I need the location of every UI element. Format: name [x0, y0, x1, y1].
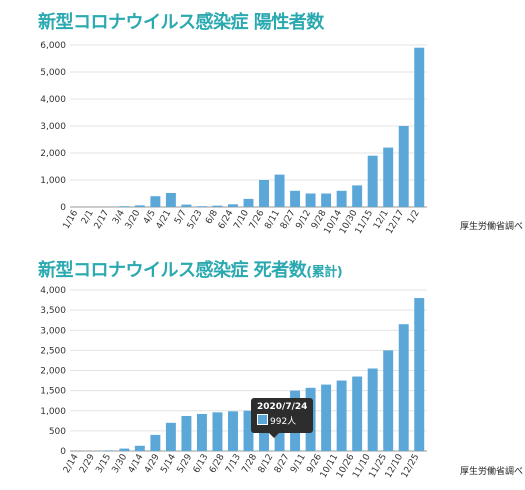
bar: [336, 190, 347, 207]
x-tick-label: 5/29: [176, 452, 195, 475]
bar: [352, 376, 363, 451]
x-tick-label: 2/17: [93, 209, 112, 232]
bar: [150, 196, 161, 207]
bar: [165, 192, 176, 207]
x-tick-label: 4/29: [143, 452, 162, 475]
x-tick-label: 9/12: [294, 209, 313, 232]
bar: [212, 412, 223, 451]
bar: [259, 180, 269, 207]
x-tick-label: 6/13: [192, 453, 211, 476]
bar: [414, 47, 425, 208]
bar: [103, 450, 114, 451]
x-tick-label: 5/23: [186, 209, 205, 232]
x-tick-label: 7/10: [232, 208, 251, 231]
bar: [212, 205, 223, 207]
y-tick-label: 1,000: [40, 407, 66, 417]
y-tick-label: 4,000: [40, 95, 66, 105]
bar: [119, 206, 130, 207]
x-tick-label: 7/26: [248, 208, 267, 231]
x-tick-label: 3/20: [124, 208, 143, 231]
bar: [228, 411, 238, 451]
y-tick-label: 0: [60, 447, 66, 457]
bar: [134, 445, 145, 451]
y-tick-label: 2,000: [40, 367, 66, 377]
bar: [352, 185, 363, 207]
y-tick-label: 2,000: [40, 149, 66, 159]
bar: [321, 384, 332, 451]
y-tick-label: 500: [49, 427, 66, 437]
bar: [134, 205, 145, 207]
bar: [383, 350, 394, 451]
bar: [165, 422, 176, 451]
x-tick-label: 6/24: [217, 208, 236, 231]
x-tick-label: 3/15: [94, 453, 113, 476]
x-tick-label: 5/14: [159, 452, 178, 475]
x-tick-label: 4/14: [127, 452, 146, 475]
x-tick-label: 7/13: [224, 453, 243, 476]
x-tick-label: 7/28: [240, 452, 259, 475]
bar: [181, 204, 192, 207]
bar: [228, 204, 238, 207]
bar: [196, 413, 207, 451]
bar: [367, 368, 378, 451]
bar: [274, 174, 285, 207]
y-tick-label: 0: [60, 203, 66, 213]
y-tick-label: 3,500: [40, 306, 66, 316]
bar: [243, 198, 254, 207]
chart2-source: 厚生労働省調べ: [459, 467, 523, 477]
bar: [305, 193, 316, 207]
y-tick-label: 2,500: [40, 346, 66, 356]
x-tick-label: 1/2: [406, 209, 422, 227]
bar: [119, 448, 130, 451]
x-tick-label: 8/27: [273, 453, 292, 476]
bar: [414, 298, 425, 451]
x-tick-label: 3/30: [111, 452, 130, 475]
chart2-title: 新型コロナウイルス感染症 死者数(累計): [38, 260, 343, 281]
y-tick-label: 3,000: [40, 122, 66, 132]
bar: [321, 193, 332, 207]
tooltip-value: 992人: [270, 417, 297, 427]
x-tick-label: 6/28: [208, 452, 227, 475]
tooltip-swatch: [257, 414, 268, 425]
y-tick-label: 1,000: [40, 176, 66, 186]
x-tick-label: 9/11: [289, 453, 308, 476]
y-tick-label: 4,000: [40, 286, 66, 296]
bar: [150, 434, 161, 451]
x-tick-label: 8/12: [257, 453, 276, 476]
bar: [196, 206, 207, 207]
y-tick-label: 3,000: [40, 326, 66, 336]
chart1-title: 新型コロナウイルス感染症 陽性者数: [38, 12, 324, 33]
y-tick-label: 6,000: [40, 41, 66, 51]
deaths-cumulative-chart: 0 500 1,000 1,500 2,000 2,500 3,000 3,500 4,000 2…: [40, 286, 427, 480]
x-tick-label: 2/29: [78, 452, 97, 475]
tooltip-date: 2020/7/24: [257, 402, 308, 412]
x-tick-label: 8/27: [279, 209, 298, 232]
bar: [181, 415, 192, 451]
bar: [398, 324, 409, 451]
chart2-tooltip: 2020/7/24 992人: [251, 398, 314, 438]
bar: [336, 380, 347, 451]
bar: [243, 410, 254, 451]
y-tick-label: 1,500: [40, 387, 66, 397]
bar: [290, 190, 301, 207]
x-tick-label: 8/11: [263, 209, 282, 232]
bar: [398, 126, 409, 207]
bar: [383, 147, 394, 207]
y-tick-label: 5,000: [40, 68, 66, 78]
bar: [367, 155, 378, 207]
x-tick-label: 4/21: [155, 209, 174, 232]
chart1-source: 厚生労働省調べ: [459, 222, 523, 232]
